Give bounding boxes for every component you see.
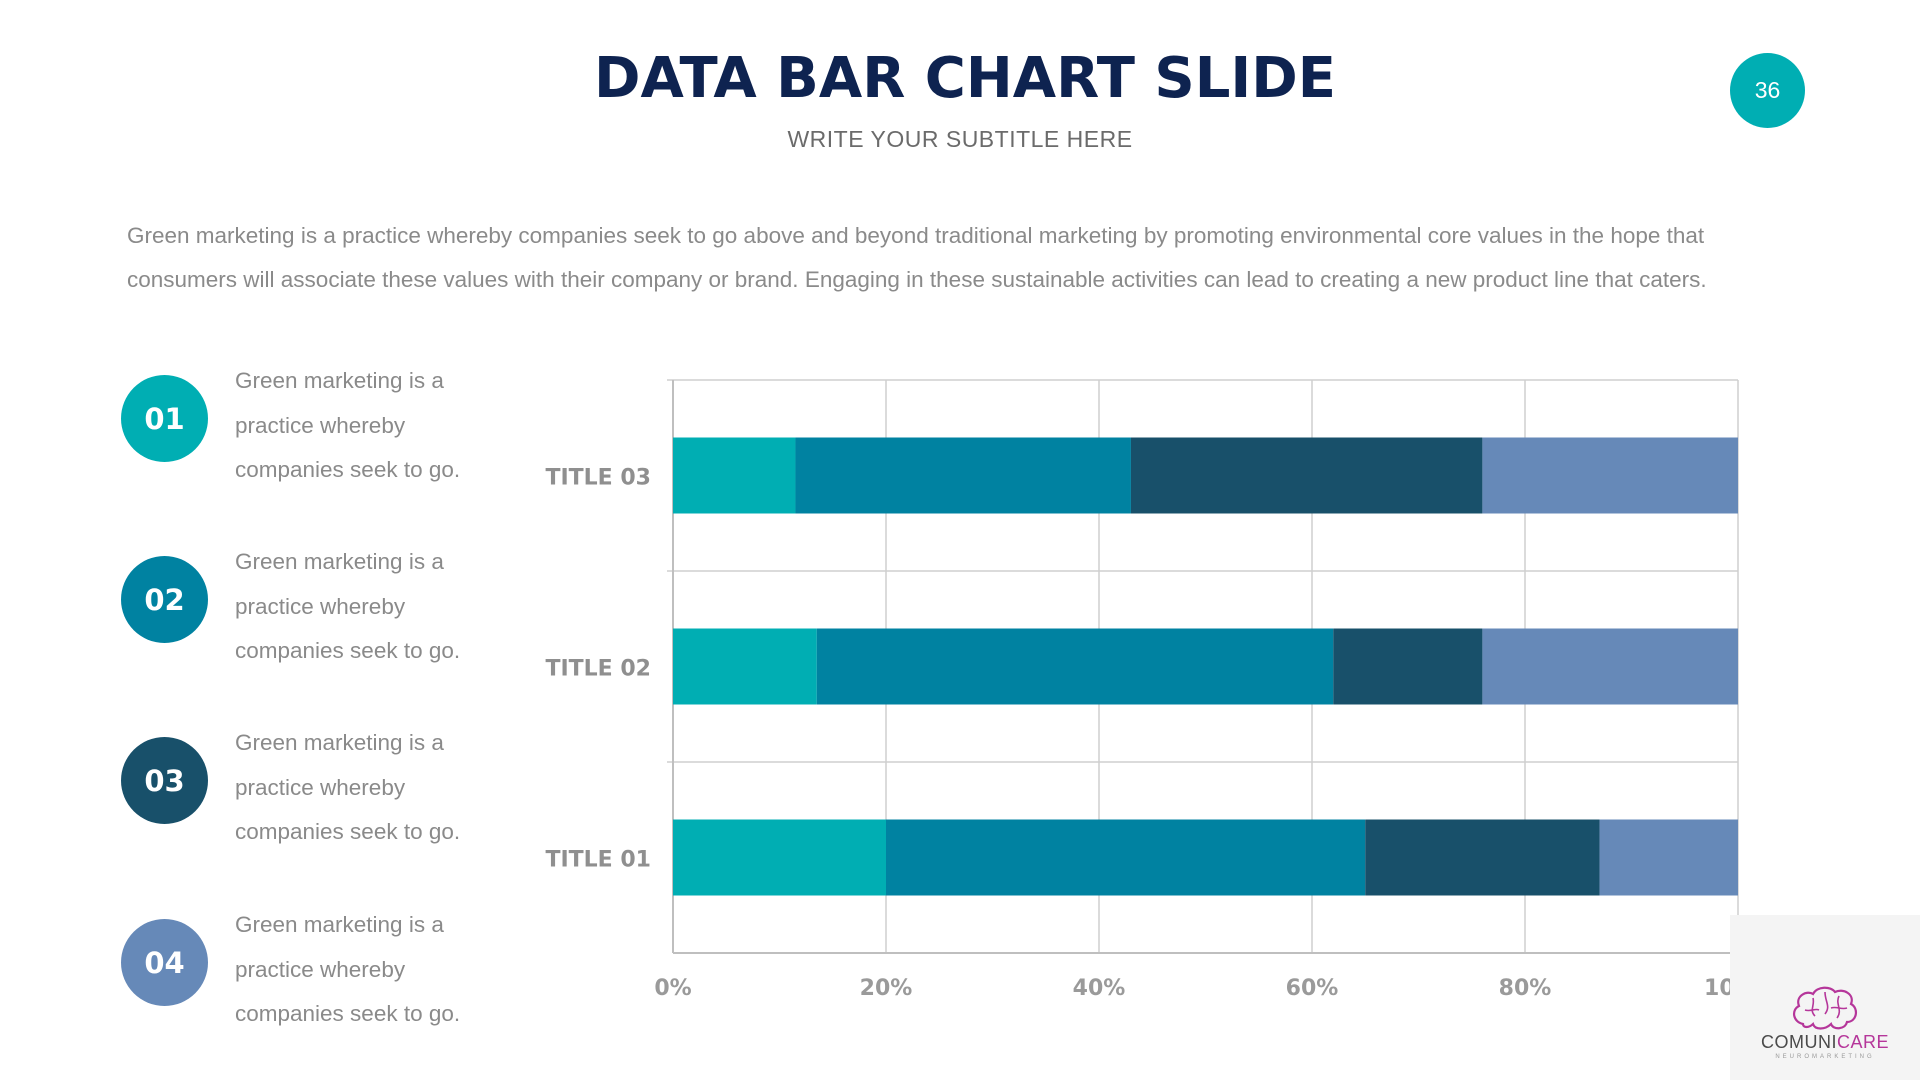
logo-tagline: NEUROMARKETING — [1775, 1054, 1875, 1060]
bar-segment — [886, 819, 1366, 896]
x-tick-label: 80% — [1499, 976, 1552, 1001]
page-subtitle: WRITE YOUR SUBTITLE HERE — [787, 126, 1133, 152]
item-text-02: Green marketing is a practice whereby co… — [235, 549, 461, 663]
bar-segment — [673, 437, 796, 514]
x-tick-label: 20% — [860, 976, 913, 1001]
x-tick-label: 40% — [1073, 976, 1126, 1001]
category-label: TITLE 02 — [545, 657, 651, 682]
brain-icon — [1793, 986, 1857, 1030]
item-text-03: Green marketing is a practice whereby co… — [235, 730, 461, 844]
bar-segment — [795, 437, 1131, 514]
category-label: TITLE 03 — [545, 466, 651, 491]
bar-segment — [1482, 628, 1738, 705]
bar-segment — [1365, 819, 1600, 896]
item-number-01: 01 — [121, 375, 208, 462]
page-title: DATA BAR CHART SLIDE — [594, 46, 1336, 111]
bar-segment — [1333, 628, 1483, 705]
item-number-03: 03 — [121, 737, 208, 824]
intro-paragraph: Green marketing is a practice whereby co… — [127, 223, 1707, 292]
bar-segment — [1130, 437, 1483, 514]
logo-wordmark: COMUNICARE — [1760, 1032, 1889, 1052]
item-number-04: 04 — [121, 919, 208, 1006]
bar-segment — [816, 628, 1334, 705]
bar-segment — [673, 819, 886, 896]
bar-segment — [673, 628, 817, 705]
category-label: TITLE 01 — [545, 848, 651, 873]
item-text-01: Green marketing is a practice whereby co… — [235, 368, 461, 482]
x-tick-label: 60% — [1286, 976, 1339, 1001]
page-number-badge: 36 — [1730, 53, 1805, 128]
bar-segment — [1599, 819, 1738, 896]
item-number-02: 02 — [121, 556, 208, 643]
item-text-04: Green marketing is a practice whereby co… — [235, 912, 461, 1026]
x-tick-label: 0% — [654, 976, 691, 1001]
company-logo: COMUNICARE NEUROMARKETING — [1730, 915, 1920, 1080]
bar-segment — [1482, 437, 1738, 514]
